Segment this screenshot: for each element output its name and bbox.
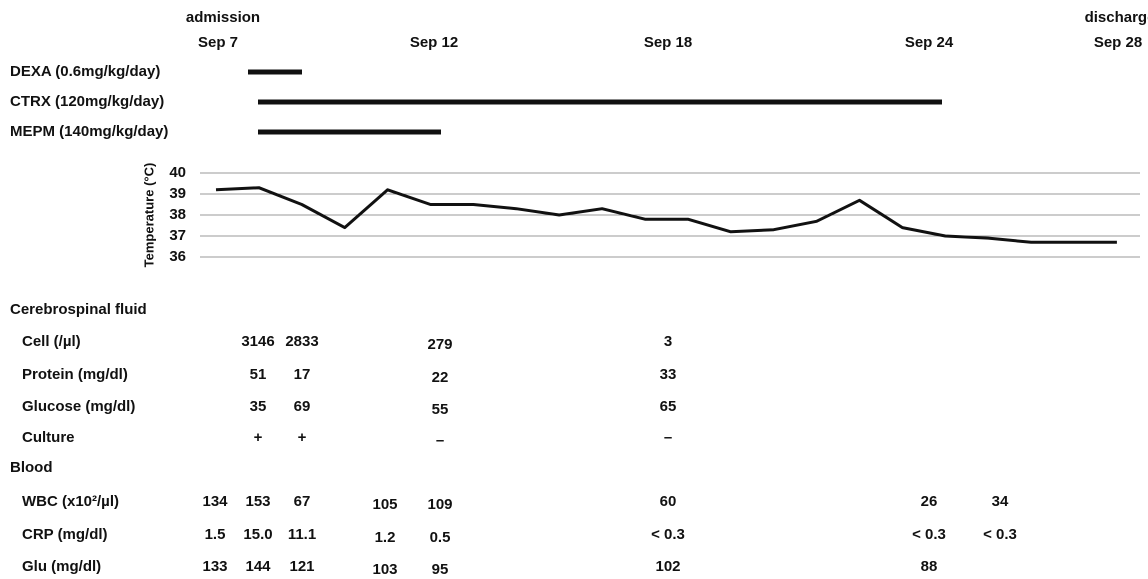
table-cell: 95 — [432, 561, 449, 578]
drug-label: MEPM (140mg/kg/day) — [10, 123, 168, 140]
y-tick-label: 39 — [169, 185, 186, 202]
table-cell: 105 — [372, 496, 397, 513]
drug-label: DEXA (0.6mg/kg/day) — [10, 63, 160, 80]
table-cell: 1.2 — [375, 529, 396, 546]
table-cell: 103 — [372, 561, 397, 578]
date-label: Sep 12 — [410, 34, 458, 51]
table-cell: < 0.3 — [651, 526, 685, 543]
table-cell: 65 — [660, 398, 677, 415]
table-cell: 0.5 — [430, 529, 451, 546]
row-label: Glu (mg/dl) — [22, 558, 101, 575]
table-cell: 15.0 — [243, 526, 272, 543]
table-cell: + — [298, 429, 307, 446]
table-cell: 34 — [992, 493, 1009, 510]
table-cell: 69 — [294, 398, 311, 415]
y-tick-label: 40 — [169, 164, 186, 181]
table-cell: 109 — [427, 496, 452, 513]
table-cell: < 0.3 — [983, 526, 1017, 543]
table-cell: – — [436, 432, 444, 449]
discharge-label: discharge — [1085, 9, 1148, 26]
table-cell: 60 — [660, 493, 677, 510]
table-cell: 22 — [432, 369, 449, 386]
y-tick-label: 36 — [169, 248, 186, 265]
row-label: Culture — [22, 429, 75, 446]
date-label: Sep 18 — [644, 34, 692, 51]
table-cell: 3 — [664, 333, 672, 350]
table-cell: 17 — [294, 366, 311, 383]
y-axis-label: Temperature (°C) — [141, 163, 156, 268]
table-cell: 144 — [245, 558, 271, 575]
y-tick-label: 37 — [169, 227, 186, 244]
table-cell: 1.5 — [205, 526, 226, 543]
drug-label: CTRX (120mg/kg/day) — [10, 93, 164, 110]
table-cell: 102 — [655, 558, 680, 575]
row-label: Cell (/µl) — [22, 333, 81, 350]
table-cell: 134 — [202, 493, 228, 510]
table-cell: 121 — [289, 558, 314, 575]
table-cell: 11.1 — [288, 526, 316, 543]
table-cell: 2833 — [285, 333, 318, 350]
table-cell: 33 — [660, 366, 677, 383]
section-title: Blood — [10, 459, 53, 476]
table-cell: 153 — [245, 493, 270, 510]
y-tick-label: 38 — [169, 206, 186, 223]
table-cell: 55 — [432, 401, 449, 418]
table-cell: 88 — [921, 558, 938, 575]
table-cell: – — [664, 429, 672, 446]
row-label: CRP (mg/dl) — [22, 526, 108, 543]
table-cell: 279 — [427, 336, 452, 353]
temperature-line — [215, 186, 1117, 244]
row-label: Glucose (mg/dl) — [22, 398, 135, 415]
admission-label: admission — [186, 9, 260, 26]
date-label: Sep 24 — [905, 34, 954, 51]
table-cell: 67 — [294, 493, 311, 510]
date-label: Sep 28 — [1094, 34, 1142, 51]
section-title: Cerebrospinal fluid — [10, 301, 147, 318]
row-label: WBC (x10²/µl) — [22, 493, 119, 510]
row-label: Protein (mg/dl) — [22, 366, 128, 383]
table-cell: 3146 — [241, 333, 274, 350]
table-cell: 35 — [250, 398, 267, 415]
table-cell: 26 — [921, 493, 938, 510]
table-cell: < 0.3 — [912, 526, 946, 543]
table-cell: 133 — [202, 558, 227, 575]
date-label: Sep 7 — [198, 34, 238, 51]
table-cell: 51 — [250, 366, 267, 383]
table-cell: + — [254, 429, 263, 446]
